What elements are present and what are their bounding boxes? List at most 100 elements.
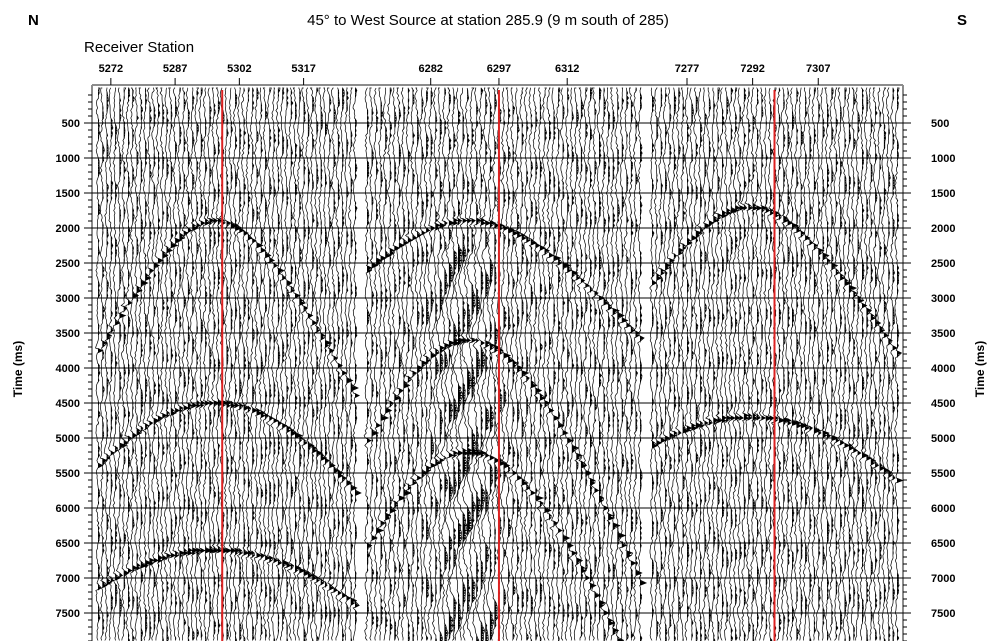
- seismic-trace: [653, 87, 663, 641]
- seismic-trace: [395, 87, 407, 641]
- trace-wiggle: [448, 87, 462, 641]
- seismic-trace: [404, 87, 414, 641]
- seismic-trace: [270, 87, 280, 641]
- seismic-trace: [735, 87, 747, 641]
- trace-wiggle: [495, 87, 508, 641]
- trace-wiggle: [837, 87, 846, 641]
- trace-wiggle: [894, 87, 904, 641]
- trace-fill: [748, 90, 753, 633]
- time-tick-label-left: 4500: [56, 398, 80, 410]
- trace-wiggle: [793, 87, 803, 641]
- trace-fill: [621, 98, 628, 623]
- trace-fill: [530, 113, 537, 641]
- trace-wiggle: [805, 87, 814, 641]
- trace-wiggle: [352, 87, 362, 641]
- trace-wiggle: [184, 87, 194, 641]
- time-tick-label-left: 1500: [56, 188, 80, 200]
- trace-wiggle: [466, 87, 481, 641]
- seismic-trace: [457, 87, 470, 641]
- trace-wiggle: [811, 87, 822, 641]
- seismic-trace: [863, 87, 873, 641]
- seismic-trace: [236, 87, 245, 641]
- seismic-trace: [286, 87, 298, 641]
- station-tick-label: 6282: [418, 63, 442, 75]
- trace-wiggle: [236, 87, 245, 641]
- seismic-trace: [780, 87, 791, 641]
- trace-wiggle: [723, 87, 733, 641]
- seismic-trace: [586, 87, 597, 641]
- trace-wiggle: [871, 87, 882, 641]
- trace-wiggle: [528, 87, 538, 641]
- trace-fill: [439, 118, 446, 641]
- trace-fill: [640, 93, 647, 641]
- seismic-trace: [471, 87, 485, 641]
- trace-wiggle: [253, 87, 265, 641]
- time-tick-label-left: 2000: [56, 223, 80, 235]
- seismic-trace: [115, 87, 128, 641]
- seismic-trace: [466, 87, 481, 641]
- seismic-trace: [596, 87, 607, 641]
- trace-fill: [870, 118, 876, 623]
- trace-fill: [412, 88, 417, 641]
- seismic-trace: [418, 87, 429, 641]
- trace-fill: [260, 103, 266, 636]
- trace-fill: [106, 90, 112, 623]
- trace-wiggle: [568, 87, 580, 641]
- trace-fill: [691, 103, 698, 638]
- trace-fill: [350, 130, 359, 641]
- trace-fill: [467, 88, 474, 613]
- seismic-trace: [308, 87, 318, 641]
- trace-wiggle: [637, 87, 648, 641]
- trace-wiggle: [774, 87, 786, 641]
- seismic-trace: [129, 87, 140, 641]
- seismic-trace: [305, 87, 315, 641]
- seismic-trace: [321, 87, 333, 641]
- trace-fill: [875, 105, 881, 641]
- trace-fill: [535, 105, 544, 641]
- seismic-trace: [244, 87, 254, 641]
- trace-fill: [539, 98, 546, 641]
- trace-fill: [385, 125, 392, 633]
- trace-wiggle: [841, 87, 853, 641]
- time-tick-label-left: 1000: [56, 153, 80, 165]
- trace-wiggle: [545, 87, 555, 641]
- seismic-trace: [99, 87, 108, 641]
- seismic-trace: [554, 87, 565, 641]
- trace-fill: [426, 90, 431, 641]
- seismic-trace: [662, 87, 672, 641]
- trace-fill: [635, 88, 642, 621]
- trace-wiggle: [696, 87, 704, 641]
- time-tick-label-left: 500: [62, 118, 80, 130]
- trace-wiggle: [767, 87, 775, 641]
- trace-fill: [417, 110, 423, 631]
- trace-fill: [739, 105, 746, 638]
- trace-fill: [128, 88, 132, 641]
- trace-wiggle: [244, 87, 254, 641]
- seismic-trace: [670, 87, 678, 641]
- trace-wiggle: [197, 87, 206, 641]
- trace-fill: [695, 95, 703, 641]
- trace-fill: [818, 103, 824, 638]
- seismic-trace: [312, 87, 324, 641]
- seismic-trace: [820, 87, 830, 641]
- trace-fill: [346, 90, 353, 621]
- trace-fill: [337, 88, 344, 626]
- seismic-trace: [666, 87, 675, 641]
- station-tick-label: 6312: [555, 63, 579, 75]
- trace-fill: [444, 88, 451, 641]
- trace-wiggle: [828, 87, 840, 641]
- trace-fill: [770, 103, 774, 641]
- seismic-trace: [112, 87, 122, 641]
- seismic-trace: [868, 87, 877, 641]
- trace-fill: [585, 88, 592, 618]
- seismic-trace: [750, 87, 760, 641]
- seismic-trace: [758, 87, 769, 641]
- seismic-trace: [409, 87, 418, 641]
- seismic-trace: [134, 87, 143, 641]
- seismic-trace: [522, 87, 531, 641]
- station-tick-label: 5287: [163, 63, 187, 75]
- seismic-trace: [382, 87, 393, 641]
- trace-fill: [571, 110, 579, 621]
- seismic-trace: [723, 87, 733, 641]
- trace-fill: [594, 100, 600, 623]
